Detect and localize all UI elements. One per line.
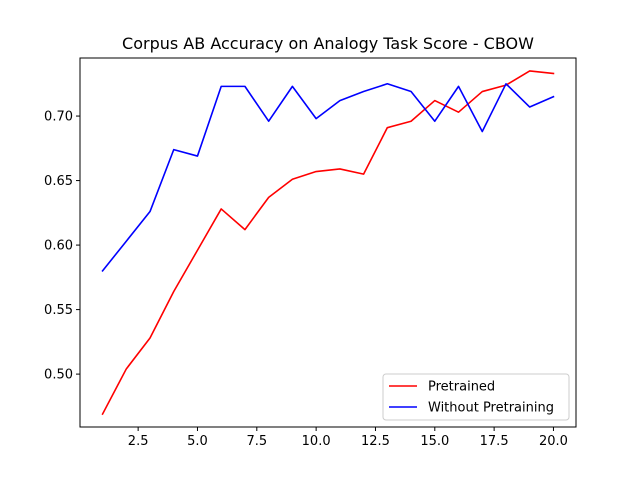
y-tick-label: 0.70 [44,110,73,125]
chart-title: Corpus AB Accuracy on Analogy Task Score… [122,34,534,53]
x-tick-label: 20.0 [539,434,568,449]
x-axis: 2.5 5.0 7.5 10.0 12.5 15.0 17.5 20.0 [128,427,568,449]
y-axis: 0.50 0.55 0.60 0.65 0.70 [44,110,80,383]
y-tick-label: 0.65 [44,174,73,189]
legend-box [382,373,570,421]
series-layer [101,70,555,416]
x-tick-label: 15.0 [420,434,449,449]
y-tick-label: 0.60 [44,239,73,254]
x-tick-label: 2.5 [128,434,149,449]
series-line-pretrained [101,70,555,416]
x-tick-label: 17.5 [480,434,509,449]
plot-area [79,57,577,428]
legend: Pretrained Without Pretraining [382,373,570,421]
axes-frame [79,57,577,428]
x-tick-label: 12.5 [361,434,390,449]
series-line-without-pretraining [101,83,555,273]
y-tick-label: 0.55 [44,303,73,318]
x-tick-label: 10.0 [302,434,331,449]
legend-label: Without Pretraining [428,401,554,416]
y-tick-label: 0.50 [44,368,73,383]
x-tick-label: 5.0 [187,434,208,449]
legend-label: Pretrained [428,380,495,395]
x-tick-label: 7.5 [246,434,267,449]
